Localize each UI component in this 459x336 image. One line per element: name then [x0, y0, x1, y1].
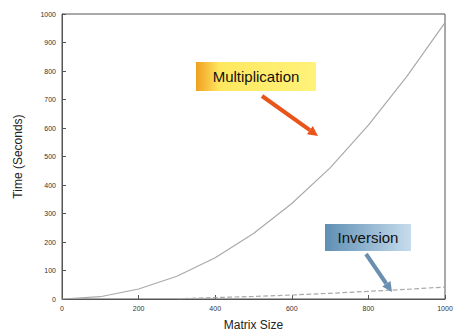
svg-text:0: 0	[60, 305, 64, 312]
svg-text:Matrix Size: Matrix Size	[224, 318, 284, 332]
svg-text:Time (Seconds): Time (Seconds)	[11, 114, 25, 198]
svg-text:200: 200	[44, 239, 56, 246]
svg-text:200: 200	[133, 305, 145, 312]
svg-text:800: 800	[363, 305, 375, 312]
svg-text:Multiplication: Multiplication	[213, 68, 300, 85]
svg-text:Inversion: Inversion	[338, 229, 399, 246]
svg-text:800: 800	[44, 68, 56, 75]
svg-text:0: 0	[52, 296, 56, 303]
svg-text:600: 600	[44, 125, 56, 132]
svg-text:400: 400	[44, 182, 56, 189]
svg-text:100: 100	[44, 267, 56, 274]
svg-text:700: 700	[44, 96, 56, 103]
svg-text:1000: 1000	[437, 305, 453, 312]
svg-text:1000: 1000	[40, 11, 56, 18]
svg-text:900: 900	[44, 39, 56, 46]
svg-text:400: 400	[209, 305, 221, 312]
svg-text:500: 500	[44, 153, 56, 160]
svg-text:300: 300	[44, 210, 56, 217]
svg-text:600: 600	[286, 305, 298, 312]
